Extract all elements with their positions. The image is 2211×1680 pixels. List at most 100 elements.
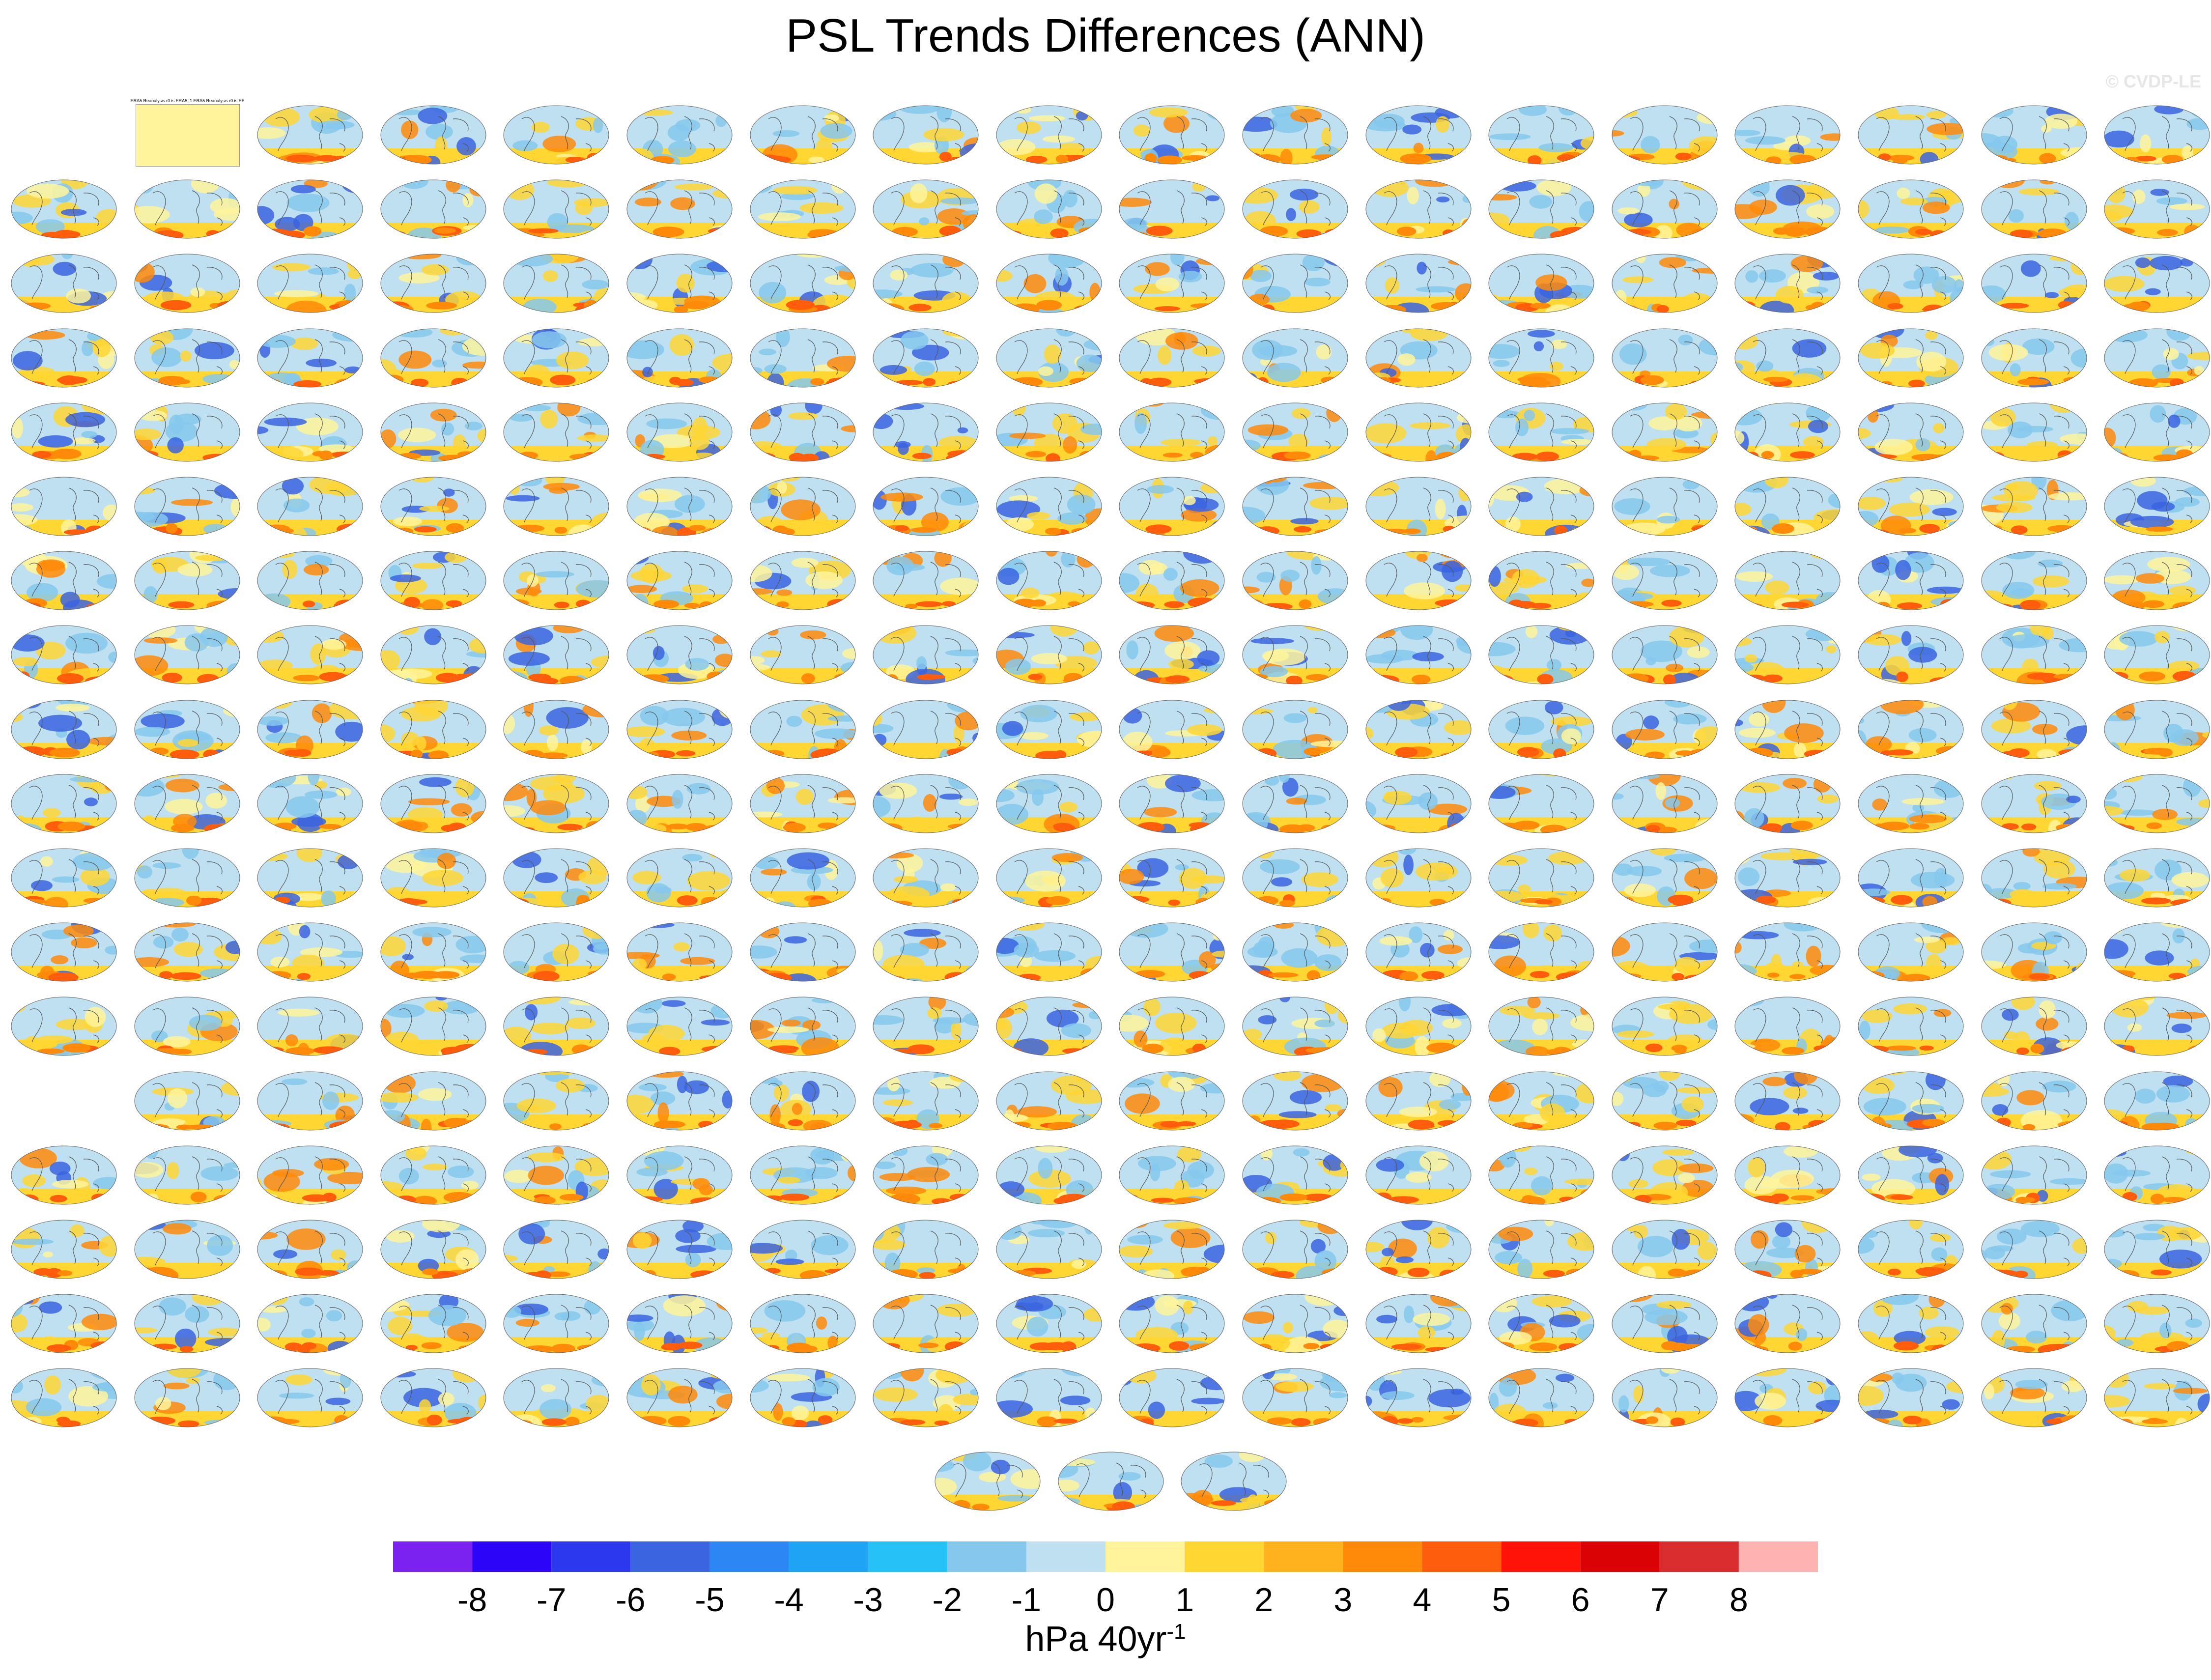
map-panel xyxy=(623,1064,736,1133)
map-ellipse xyxy=(380,1220,486,1279)
map-ellipse xyxy=(1858,1071,1964,1131)
map-ellipse xyxy=(1242,774,1348,833)
map-ellipse xyxy=(134,1071,240,1131)
map-ellipse xyxy=(1612,551,1718,610)
map-panel xyxy=(1731,915,1844,984)
map-ellipse xyxy=(750,922,856,982)
map-ellipse xyxy=(996,1071,1102,1131)
map-panel xyxy=(254,693,367,762)
map-panel xyxy=(623,172,736,241)
map-panel xyxy=(2100,470,2211,539)
map-panel xyxy=(2100,1139,2211,1207)
map-ellipse xyxy=(1488,254,1594,313)
map-ellipse xyxy=(11,997,117,1056)
map-ellipse xyxy=(1981,254,2087,313)
map-panel xyxy=(7,470,120,539)
map-ellipse xyxy=(1365,1145,1472,1205)
map-panel xyxy=(1115,767,1228,836)
map-ellipse xyxy=(1119,1294,1225,1353)
map-panel xyxy=(869,172,982,241)
map-ellipse xyxy=(1858,551,1964,610)
map-panel xyxy=(869,321,982,390)
map-panel xyxy=(1731,1139,1844,1207)
map-panel xyxy=(500,1287,613,1356)
watermark: © CVDP-LE xyxy=(2105,71,2201,91)
map-panel xyxy=(1608,98,1721,167)
map-ellipse xyxy=(1858,105,1964,165)
map-ellipse xyxy=(996,1368,1102,1427)
map-ellipse xyxy=(380,1145,486,1205)
map-ellipse xyxy=(996,105,1102,165)
map-panel xyxy=(869,1139,982,1207)
map-panel xyxy=(500,1064,613,1133)
map-ellipse xyxy=(380,402,486,462)
map-ellipse xyxy=(626,179,733,239)
map-panel xyxy=(1978,990,2091,1058)
map-ellipse xyxy=(626,1368,733,1427)
map-panel xyxy=(1362,98,1475,167)
map-panel xyxy=(1978,841,2091,910)
map-panel xyxy=(746,915,859,984)
map-ellipse xyxy=(134,774,240,833)
map-ellipse xyxy=(503,179,609,239)
map-panel xyxy=(131,1287,244,1356)
map-ellipse xyxy=(11,1294,117,1353)
map-ellipse xyxy=(503,1220,609,1279)
map-ellipse xyxy=(873,402,979,462)
map-panel xyxy=(1362,1361,1475,1430)
map-ellipse xyxy=(873,774,979,833)
map-ellipse xyxy=(1734,625,1841,684)
map-panel xyxy=(1731,841,1844,910)
map-ellipse xyxy=(1981,1220,2087,1279)
map-ellipse xyxy=(134,700,240,759)
map-ellipse xyxy=(996,1220,1102,1279)
map-ellipse xyxy=(1365,477,1472,536)
map-panel xyxy=(1854,841,1967,910)
map-ellipse xyxy=(257,922,363,982)
map-ellipse xyxy=(873,254,979,313)
map-ellipse xyxy=(1858,477,1964,536)
units-exponent: -1 xyxy=(1166,1620,1186,1644)
map-panel xyxy=(254,915,367,984)
map-panel xyxy=(1115,1139,1228,1207)
map-ellipse xyxy=(1858,254,1964,313)
map-panel xyxy=(746,990,859,1058)
map-panel xyxy=(500,1139,613,1207)
map-panel xyxy=(7,990,120,1058)
map-ellipse xyxy=(1488,328,1594,388)
map-ellipse xyxy=(1612,1220,1718,1279)
map-ellipse xyxy=(1119,1071,1225,1131)
map-panel xyxy=(377,321,490,390)
map-panel xyxy=(1854,321,1967,390)
map-ellipse xyxy=(1981,1071,2087,1131)
map-panel xyxy=(254,247,367,315)
map-ellipse xyxy=(873,1145,979,1205)
map-ellipse xyxy=(873,700,979,759)
map-panel xyxy=(1978,544,2091,613)
map-panel xyxy=(1239,470,1352,539)
map-panel xyxy=(623,767,736,836)
map-panel xyxy=(254,172,367,241)
map-panel xyxy=(992,1139,1106,1207)
map-panel xyxy=(1485,247,1598,315)
map-ellipse xyxy=(1734,1368,1841,1427)
map-panel xyxy=(131,618,244,687)
map-panel xyxy=(869,990,982,1058)
map-ellipse xyxy=(1858,922,1964,982)
map-panel xyxy=(1115,1213,1228,1281)
map-ellipse xyxy=(1612,1368,1718,1427)
map-ellipse xyxy=(380,625,486,684)
map-panel xyxy=(377,396,490,464)
map-panel xyxy=(1854,1287,1967,1356)
map-ellipse xyxy=(2104,700,2210,759)
map-panel xyxy=(1731,544,1844,613)
map-panel xyxy=(746,1213,859,1281)
map-ellipse xyxy=(1119,1220,1225,1279)
map-panel xyxy=(377,618,490,687)
map-ellipse xyxy=(1734,1145,1841,1205)
map-ellipse xyxy=(380,179,486,239)
map-panel xyxy=(1239,693,1352,762)
map-panel xyxy=(746,544,859,613)
map-panel xyxy=(1608,544,1721,613)
map-ellipse xyxy=(1981,551,2087,610)
